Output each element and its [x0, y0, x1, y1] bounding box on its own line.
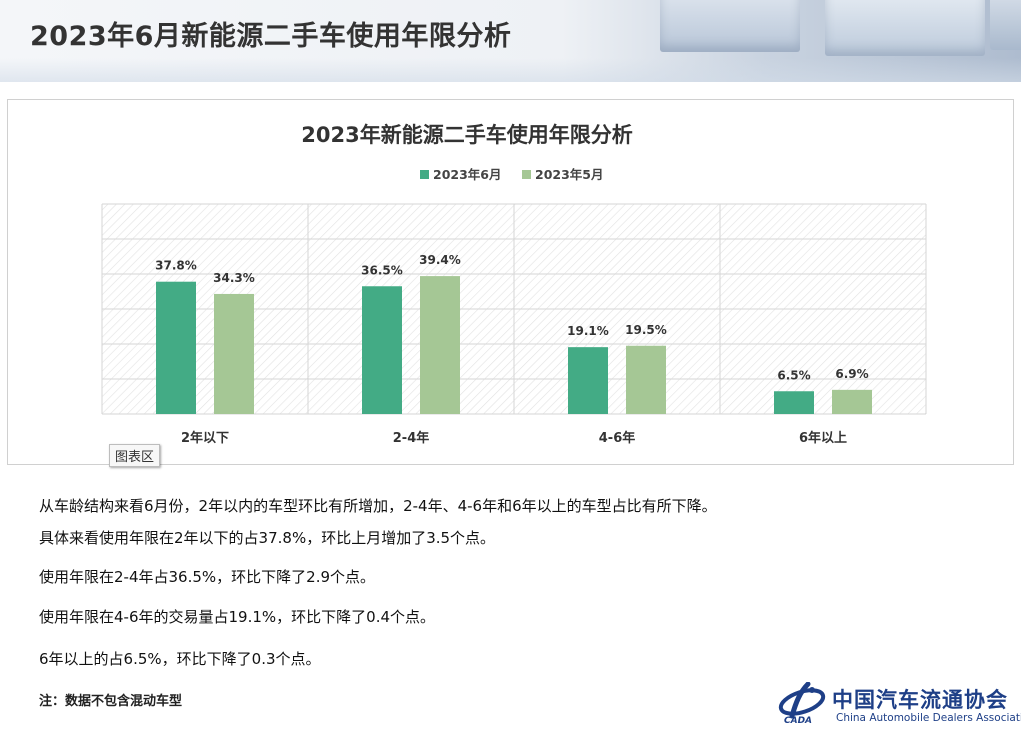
bar: [156, 281, 196, 414]
bar: [568, 347, 608, 414]
page-title: 2023年6月新能源二手车使用年限分析: [30, 21, 512, 52]
paragraph-5: 6年以上的占6.5%，环比下降了0.3个点。: [39, 650, 321, 668]
bar: [214, 293, 254, 414]
decor-cube: [660, 0, 800, 52]
cada-name-zh: 中国汽车流通协会: [832, 687, 1008, 712]
cada-abbr: CADA: [784, 716, 813, 726]
footnote: 注：数据不包含混动车型: [39, 694, 183, 709]
cada-name-en: China Automobile Dealers Association: [836, 712, 1021, 724]
x-tick-label: 2年以下: [181, 430, 229, 446]
legend-label: 2023年5月: [535, 167, 604, 182]
x-tick-label: 2-4年: [393, 430, 430, 446]
data-label: 37.8%: [155, 259, 197, 273]
legend-label: 2023年6月: [433, 167, 502, 182]
chart-legend: 2023年6月 2023年5月: [420, 167, 604, 182]
chart-area[interactable]: 2023年新能源二手车使用年限分析 2023年6月 2023年5月 37.8% 34…: [7, 99, 1014, 465]
plot-area: 37.8% 34.3% 2年以下 36.5% 39.4% 2-4年 19.1% 19.5% 4-…: [101, 203, 927, 446]
data-label: 6.9%: [835, 367, 868, 381]
cada-logo-icon: [778, 682, 826, 719]
bar: [626, 345, 666, 414]
x-tick-label: 6年以上: [799, 430, 847, 446]
paragraph-3: 使用年限在2-4年占36.5%，环比下降了2.9个点。: [39, 568, 376, 586]
bar-chart: 2023年新能源二手车使用年限分析 2023年6月 2023年5月 37.8% 34…: [101, 123, 927, 446]
legend-swatch: [420, 170, 429, 179]
paragraph-2: 具体来看使用年限在2年以下的占37.8%，环比上月增加了3.5个点。: [39, 529, 496, 547]
cada-logo: CADA 中国汽车流通协会 China Automobile Dealers A…: [778, 680, 1021, 732]
bar: [420, 276, 460, 414]
bar: [774, 391, 814, 414]
page-header: 2023年6月新能源二手车使用年限分析: [0, 0, 1021, 82]
decor-cube: [825, 0, 985, 56]
data-label: 36.5%: [361, 263, 403, 277]
legend-swatch: [522, 170, 531, 179]
paragraph-4: 使用年限在4-6年的交易量占19.1%，环比下降了0.4个点。: [39, 608, 436, 626]
data-label: 19.5%: [625, 323, 667, 337]
data-label: 6.5%: [777, 368, 810, 382]
bar: [832, 389, 872, 414]
bar: [362, 286, 402, 414]
paragraph-1: 从车龄结构来看6月份，2年以内的车型环比有所增加，2-4年、4-6年和6年以上的…: [39, 497, 717, 515]
chart-title: 2023年新能源二手车使用年限分析: [301, 123, 632, 147]
data-label: 39.4%: [419, 253, 461, 267]
data-label: 34.3%: [213, 271, 255, 285]
x-tick-label: 4-6年: [599, 430, 636, 446]
decor-cube: [990, 0, 1021, 50]
data-label: 19.1%: [567, 324, 609, 338]
chart-area-tooltip: 图表区: [109, 444, 161, 467]
